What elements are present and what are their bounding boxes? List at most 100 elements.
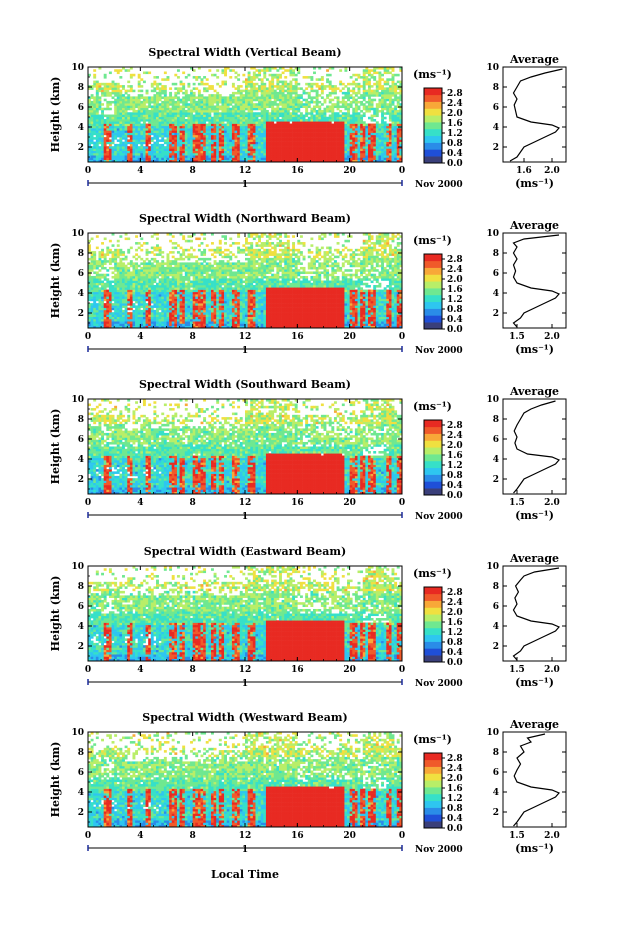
- heatmap-cell: [145, 71, 149, 75]
- heatmap-cell: [305, 137, 309, 140]
- heatmap-cell: [245, 103, 248, 106]
- heatmap-cell: [375, 114, 379, 118]
- heatmap-cell: [90, 285, 94, 288]
- heatmap-cell: [166, 107, 170, 111]
- heatmap-cell: [273, 96, 277, 99]
- heatmap-cell: [124, 282, 128, 286]
- heatmap-cell: [158, 143, 162, 147]
- heatmap-cell: [216, 96, 220, 99]
- heatmap-cell: [163, 91, 167, 95]
- heatmap-cell: [135, 128, 139, 131]
- heatmap-cell: [156, 125, 159, 129]
- heatmap-cell: [213, 152, 217, 156]
- heatmap-cell: [265, 103, 269, 106]
- heatmap-cell: [205, 134, 209, 138]
- heatmap-cell: [299, 100, 303, 104]
- heatmap-cell: [360, 139, 364, 142]
- heatmap-cell: [106, 105, 110, 109]
- heatmap-cell: [158, 139, 162, 142]
- heatmap-cell: [271, 100, 275, 104]
- heatmap-cell: [114, 257, 118, 261]
- heatmap-cell: [386, 157, 390, 161]
- heatmap-cell: [250, 146, 254, 149]
- heatmap-cell: [252, 141, 256, 145]
- heatmap-cell: [362, 137, 366, 140]
- heatmap-cell: [205, 103, 209, 106]
- heatmap-cell: [156, 246, 159, 250]
- heatmap-cell: [140, 323, 144, 327]
- heatmap-cell: [383, 67, 387, 70]
- heatmap-cell: [245, 82, 248, 86]
- heatmap-cell: [103, 305, 107, 308]
- heatmap-cell: [137, 89, 141, 93]
- heatmap-cell: [310, 87, 314, 90]
- heatmap-cell: [169, 159, 173, 163]
- heatmap-cell: [169, 114, 173, 118]
- heatmap-cell: [271, 109, 275, 113]
- heatmap-cell: [289, 96, 293, 99]
- heatmap-cell: [124, 69, 128, 72]
- heatmap-cell: [176, 107, 180, 111]
- heatmap-cell: [156, 248, 159, 252]
- heatmap-cell: [388, 139, 392, 142]
- heatmap-cell: [331, 107, 335, 111]
- heatmap-cell: [145, 125, 149, 129]
- heatmap-cell: [281, 87, 285, 90]
- heatmap-cell: [333, 125, 337, 129]
- heatmap-cell: [153, 103, 157, 106]
- heatmap-cell: [352, 150, 356, 154]
- heatmap-cell: [122, 289, 125, 293]
- heatmap-cell: [166, 78, 170, 81]
- heatmap-cell: [187, 119, 191, 122]
- heatmap-cell: [93, 109, 97, 113]
- heatmap-cell: [150, 109, 154, 113]
- heatmap-cell: [116, 71, 120, 75]
- heatmap-cell: [281, 116, 285, 120]
- heatmap-cell: [142, 148, 146, 151]
- heatmap-cell: [140, 128, 144, 131]
- heatmap-cell: [242, 137, 246, 140]
- heatmap-cell: [373, 119, 377, 122]
- heatmap-cell: [315, 143, 319, 147]
- heatmap-cell: [299, 128, 303, 131]
- heatmap-cell: [399, 148, 403, 151]
- heatmap-cell: [349, 157, 353, 161]
- heatmap-cell: [234, 96, 238, 99]
- heatmap-cell: [106, 85, 110, 88]
- heatmap-cell: [289, 107, 293, 111]
- heatmap-cell: [216, 116, 220, 120]
- heatmap-cell: [328, 123, 332, 127]
- heatmap-cell: [286, 119, 290, 122]
- heatmap-cell: [135, 294, 139, 297]
- heatmap-cell: [150, 318, 154, 322]
- heatmap-cell: [375, 80, 379, 84]
- heatmap-cell: [111, 159, 115, 163]
- heatmap-cell: [292, 159, 296, 163]
- heatmap-cell: [145, 150, 149, 154]
- heatmap-cell: [166, 152, 170, 156]
- heatmap-cell: [108, 305, 112, 308]
- heatmap-cell: [88, 289, 91, 293]
- heatmap-cell: [239, 128, 243, 131]
- heatmap-cell: [320, 125, 324, 129]
- heatmap-cell: [213, 98, 217, 102]
- heatmap-cell: [161, 280, 165, 284]
- heatmap-cell: [122, 257, 125, 261]
- heatmap-cell: [148, 314, 152, 317]
- heatmap-cell: [326, 137, 330, 140]
- heatmap-cell: [250, 159, 254, 163]
- heatmap-cell: [158, 130, 162, 133]
- heatmap-cell: [129, 318, 133, 322]
- heatmap-cell: [339, 139, 343, 142]
- heatmap-cell: [307, 150, 311, 154]
- heatmap-cell: [95, 152, 99, 156]
- heatmap-cell: [245, 91, 248, 95]
- avg-y-tick-label: 8: [493, 83, 499, 93]
- heatmap-cell: [331, 141, 335, 145]
- heatmap-cell: [239, 121, 243, 124]
- heatmap-cell: [88, 257, 91, 261]
- heatmap-cell: [294, 89, 298, 93]
- heatmap-cell: [135, 114, 139, 118]
- heatmap-cell: [247, 146, 251, 149]
- heatmap-cell: [129, 87, 133, 90]
